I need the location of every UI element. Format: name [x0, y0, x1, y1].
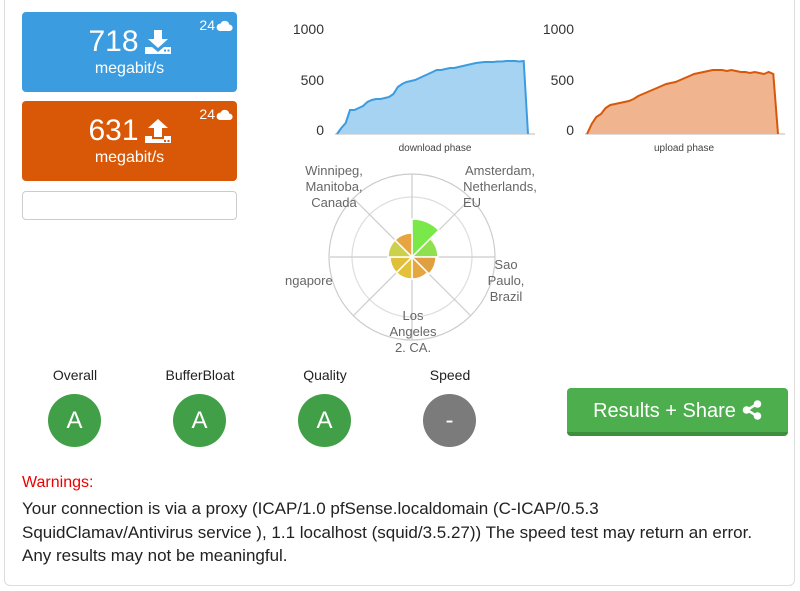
info-field [22, 191, 237, 220]
download-phase-chart [335, 59, 535, 135]
radar-label-singapore: ngapore [285, 273, 333, 288]
radar-label-winnipeg: Winnipeg, Manitoba, Canada [299, 163, 369, 211]
radar-label-line: Los [402, 308, 424, 323]
download-line [336, 59, 529, 135]
radar-wedges [387, 218, 440, 280]
latency-radar-chart [328, 173, 496, 341]
results-share-button[interactable]: Results + Share [567, 388, 788, 436]
radar-label-line: EU [463, 195, 482, 210]
download-speed: 718 [22, 26, 237, 58]
grade-speed: - [423, 394, 476, 447]
radar-wedge [411, 218, 440, 259]
upload-phase-label: upload phase [653, 143, 715, 154]
download-speed-box: 24 718 megabit/s [22, 12, 237, 92]
upload-y-tick: 1000 [542, 21, 574, 37]
warning-line: Your connection is via a proxy (ICAP/1.0… [22, 499, 599, 518]
grade-label-overall: Overall [52, 367, 98, 383]
download-y-tick: 500 [300, 72, 324, 88]
radar-label-line: 2, CA, [394, 340, 432, 352]
warning-line: SquidClamav/Antivirus service ), 1.1 loc… [22, 522, 753, 542]
radar-label-losangeles: Los Angeles 2, CA, [383, 308, 443, 352]
upload-server-count: 24 [199, 106, 233, 122]
upload-icon [144, 119, 171, 143]
upload-phase-chart [585, 68, 785, 135]
radar-label-line: Brazil [489, 289, 523, 304]
radar-label-line: Sao [494, 257, 518, 272]
grade-label-speed: Speed [429, 367, 471, 383]
upload-server-count-value: 24 [199, 106, 215, 122]
radar-label-line: Paulo, [487, 273, 525, 288]
radar-label-line: Canada [311, 195, 357, 210]
grade-overall: A [48, 394, 101, 447]
warning-line: Any results may not be meaningful. [22, 546, 288, 565]
download-unit: megabit/s [94, 60, 165, 77]
upload-y-tick: 0 [566, 122, 574, 138]
grade-quality: A [298, 394, 351, 447]
upload-unit: megabit/s [94, 149, 165, 166]
download-y-tick: 0 [316, 122, 324, 138]
upload-line [586, 68, 779, 135]
radar-label-line: Manitoba, [305, 179, 363, 194]
radar-label-saopaulo: Sao Paulo, Brazil [486, 257, 526, 305]
download-server-count-value: 24 [199, 17, 215, 33]
download-y-tick: 1000 [292, 21, 324, 37]
share-icon [742, 400, 762, 420]
download-phase-label: download phase [398, 143, 472, 154]
radar-label-line: Netherlands, [463, 179, 537, 194]
radar-wedge [410, 256, 437, 276]
download-area [337, 61, 528, 134]
upload-y-tick: 500 [550, 72, 574, 88]
grade-bufferbloat: A [173, 394, 226, 447]
radar-label-line: Winnipeg, [305, 163, 363, 178]
radar-label-line: Angeles [389, 324, 437, 339]
upload-speed-value: 631 [88, 114, 139, 147]
radar-wedge [393, 232, 413, 259]
cloud-icon [216, 109, 233, 120]
download-icon [144, 30, 171, 54]
warning-message: Your connection is via a proxy (ICAP/1.0… [22, 497, 792, 568]
grade-label-bufferbloat: BufferBloat [165, 367, 235, 383]
download-server-count: 24 [199, 17, 233, 33]
grade-label-quality: Quality [303, 367, 347, 383]
upload-speed-box: 24 631 megabit/s [22, 101, 237, 181]
upload-speed: 631 [22, 115, 237, 147]
upload-area [587, 70, 778, 134]
cloud-icon [216, 20, 233, 31]
radar-label-amsterdam: Amsterdam, Netherlands, EU [455, 163, 545, 211]
radar-wedge [410, 237, 439, 258]
download-speed-value: 718 [88, 25, 139, 58]
warnings-title: Warnings: [22, 474, 94, 491]
radar-label-line: Amsterdam, [464, 163, 536, 178]
results-share-label: Results + Share [593, 400, 736, 422]
